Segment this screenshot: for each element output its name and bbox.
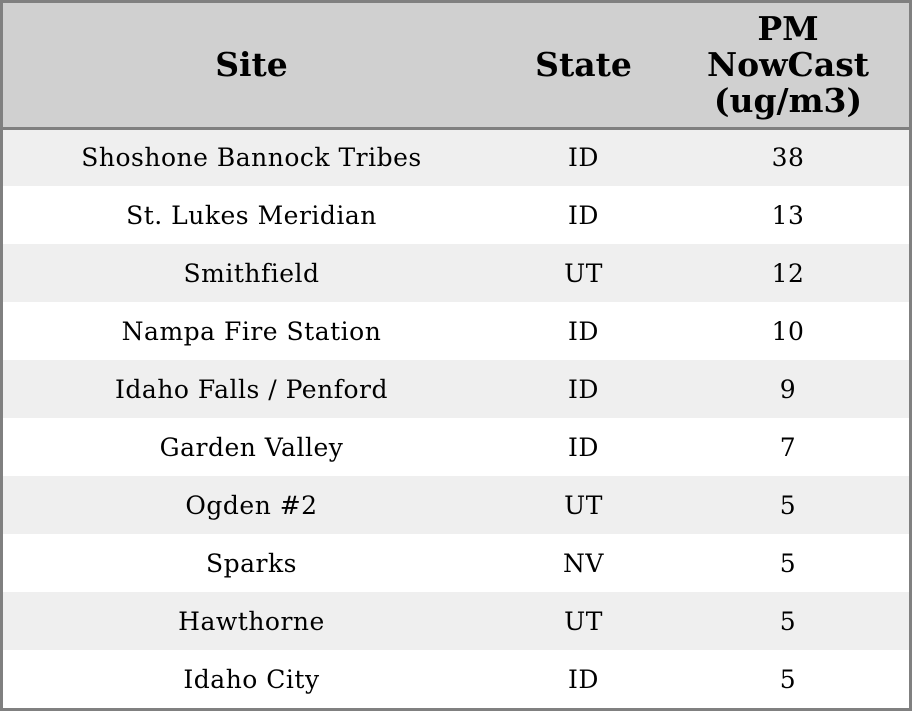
header-state: State bbox=[535, 44, 632, 84]
site-cell: Sparks bbox=[206, 548, 297, 578]
table-row: Smithfield UT 12 bbox=[3, 244, 909, 302]
state-cell: ID bbox=[568, 374, 599, 404]
pm-value-cell: 5 bbox=[779, 490, 797, 520]
pm-value-cell: 5 bbox=[779, 606, 797, 636]
state-cell: ID bbox=[568, 143, 599, 173]
site-cell: Nampa Fire Station bbox=[121, 316, 382, 346]
header-site: Site bbox=[215, 44, 288, 84]
table-row: Ogden #2 UT 5 bbox=[3, 476, 909, 534]
site-cell: Smithfield bbox=[183, 258, 320, 288]
site-cell: Garden Valley bbox=[159, 432, 344, 462]
pm-value-cell: 10 bbox=[771, 316, 805, 346]
table-row: Sparks NV 5 bbox=[3, 534, 909, 592]
table-row: Nampa Fire Station ID 10 bbox=[3, 302, 909, 360]
table-row: Idaho City ID 5 bbox=[3, 650, 909, 708]
header-pm-nowcast: PM NowCast (ug/m3) bbox=[706, 8, 870, 120]
site-cell: Idaho Falls / Penford bbox=[115, 374, 388, 404]
state-cell: ID bbox=[568, 316, 599, 346]
header-row: Site State PM NowCast (ug/m3) bbox=[3, 3, 909, 128]
pm-nowcast-table: Site State PM NowCast (ug/m3) Shoshone B… bbox=[3, 3, 909, 708]
pm-value-cell: 38 bbox=[771, 143, 805, 173]
table-row: Hawthorne UT 5 bbox=[3, 592, 909, 650]
state-cell: UT bbox=[564, 258, 603, 288]
pm-value-cell: 5 bbox=[779, 664, 797, 694]
site-cell: Shoshone Bannock Tribes bbox=[81, 143, 422, 173]
table-row: Idaho Falls / Penford ID 9 bbox=[3, 360, 909, 418]
state-cell: UT bbox=[564, 606, 603, 636]
table-row: St. Lukes Meridian ID 13 bbox=[3, 186, 909, 244]
state-cell: ID bbox=[568, 432, 599, 462]
state-cell: ID bbox=[568, 664, 599, 694]
state-cell: NV bbox=[563, 548, 604, 578]
site-cell: Hawthorne bbox=[178, 606, 325, 636]
pm-value-cell: 7 bbox=[779, 432, 797, 462]
state-cell: ID bbox=[568, 200, 599, 230]
table-row: Shoshone Bannock Tribes ID 38 bbox=[3, 128, 909, 186]
table-row: Garden Valley ID 7 bbox=[3, 418, 909, 476]
pm-value-cell: 12 bbox=[771, 258, 805, 288]
site-cell: St. Lukes Meridian bbox=[126, 200, 377, 230]
pm-value-cell: 5 bbox=[779, 548, 797, 578]
pm-value-cell: 9 bbox=[779, 374, 797, 404]
state-cell: UT bbox=[564, 490, 603, 520]
pm-value-cell: 13 bbox=[771, 200, 805, 230]
site-cell: Idaho City bbox=[183, 664, 320, 694]
site-cell: Ogden #2 bbox=[185, 490, 318, 520]
